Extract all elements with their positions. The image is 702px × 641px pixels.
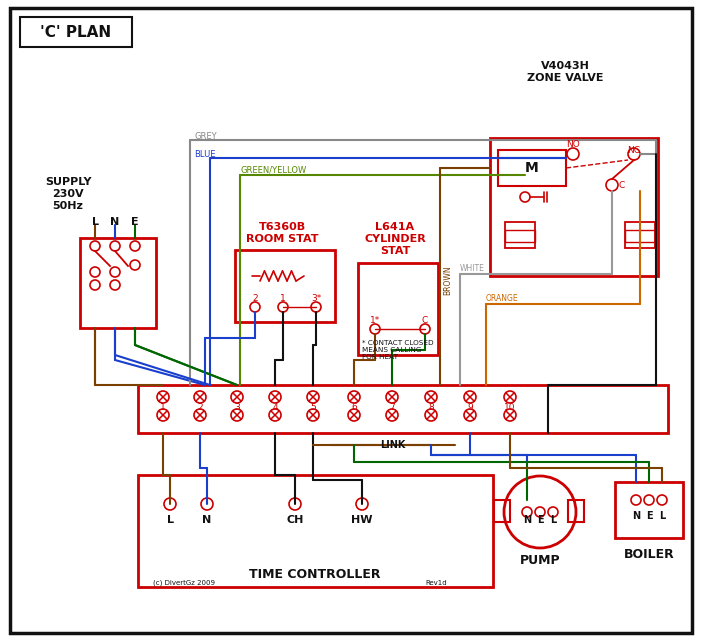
Text: 3: 3 (234, 403, 240, 412)
Bar (138, 475, 493, 587)
Text: ORANGE: ORANGE (486, 294, 519, 303)
Text: 3*: 3* (311, 294, 321, 303)
Text: TIME CONTROLLER: TIME CONTROLLER (249, 567, 380, 581)
Text: L: L (659, 511, 665, 521)
Bar (615, 482, 683, 538)
Bar (20, 17, 132, 47)
Text: 8: 8 (428, 403, 434, 412)
Text: BROWN: BROWN (443, 265, 452, 295)
Text: 7: 7 (389, 403, 395, 412)
Text: HW: HW (351, 515, 373, 525)
Text: BLUE: BLUE (194, 149, 216, 158)
Text: 2: 2 (197, 403, 203, 412)
Text: 10: 10 (504, 403, 516, 412)
Text: E: E (131, 217, 139, 227)
Text: 1: 1 (280, 294, 286, 303)
Text: 'C' PLAN: 'C' PLAN (41, 24, 112, 40)
Bar (625, 222, 655, 248)
Text: NC: NC (628, 146, 640, 154)
Text: C: C (619, 181, 625, 190)
Text: PUMP: PUMP (519, 553, 560, 567)
Text: GREEN/YELLOW: GREEN/YELLOW (240, 165, 306, 174)
Text: WHITE: WHITE (460, 263, 485, 272)
Bar (568, 500, 584, 522)
Text: V4043H: V4043H (541, 61, 590, 71)
Text: ROOM STAT: ROOM STAT (246, 234, 318, 244)
Text: L: L (91, 217, 98, 227)
Text: N: N (523, 515, 531, 525)
Bar (138, 385, 668, 433)
Text: BOILER: BOILER (623, 549, 675, 562)
Text: 5: 5 (310, 403, 316, 412)
Text: 2: 2 (252, 294, 258, 303)
Bar (505, 222, 535, 248)
Text: N: N (202, 515, 211, 525)
Text: SUPPLY: SUPPLY (45, 177, 91, 187)
Bar (80, 238, 156, 328)
Text: GREY: GREY (194, 131, 217, 140)
Text: L: L (550, 515, 556, 525)
Text: * CONTACT CLOSED
MEANS CALLING
FOR HEAT: * CONTACT CLOSED MEANS CALLING FOR HEAT (362, 340, 434, 360)
Bar (358, 263, 438, 355)
Bar (498, 150, 566, 186)
Text: 230V: 230V (52, 189, 84, 199)
Text: N: N (632, 511, 640, 521)
Text: L: L (166, 515, 173, 525)
Text: CH: CH (286, 515, 304, 525)
Bar (494, 500, 510, 522)
Bar (505, 230, 535, 242)
Text: 1*: 1* (370, 315, 380, 324)
Text: E: E (646, 511, 652, 521)
Text: Rev1d: Rev1d (425, 580, 446, 586)
Text: M: M (525, 161, 539, 175)
Text: 9: 9 (467, 403, 473, 412)
Text: ZONE VALVE: ZONE VALVE (526, 73, 603, 83)
Text: T6360B: T6360B (258, 222, 305, 232)
Text: (c) DivertGz 2009: (c) DivertGz 2009 (153, 579, 215, 587)
Bar (625, 230, 655, 242)
Text: 4: 4 (272, 403, 278, 412)
Text: N: N (110, 217, 119, 227)
Bar (490, 138, 658, 276)
Text: LINK: LINK (380, 440, 406, 450)
Text: NO: NO (566, 140, 580, 149)
Text: CYLINDER: CYLINDER (364, 234, 426, 244)
Text: 1: 1 (160, 403, 166, 412)
Text: STAT: STAT (380, 246, 410, 256)
Text: E: E (537, 515, 543, 525)
Text: 50Hz: 50Hz (53, 201, 84, 211)
Text: L641A: L641A (376, 222, 415, 232)
Text: C: C (422, 315, 428, 324)
Text: 6: 6 (351, 403, 357, 412)
Bar (235, 250, 335, 322)
